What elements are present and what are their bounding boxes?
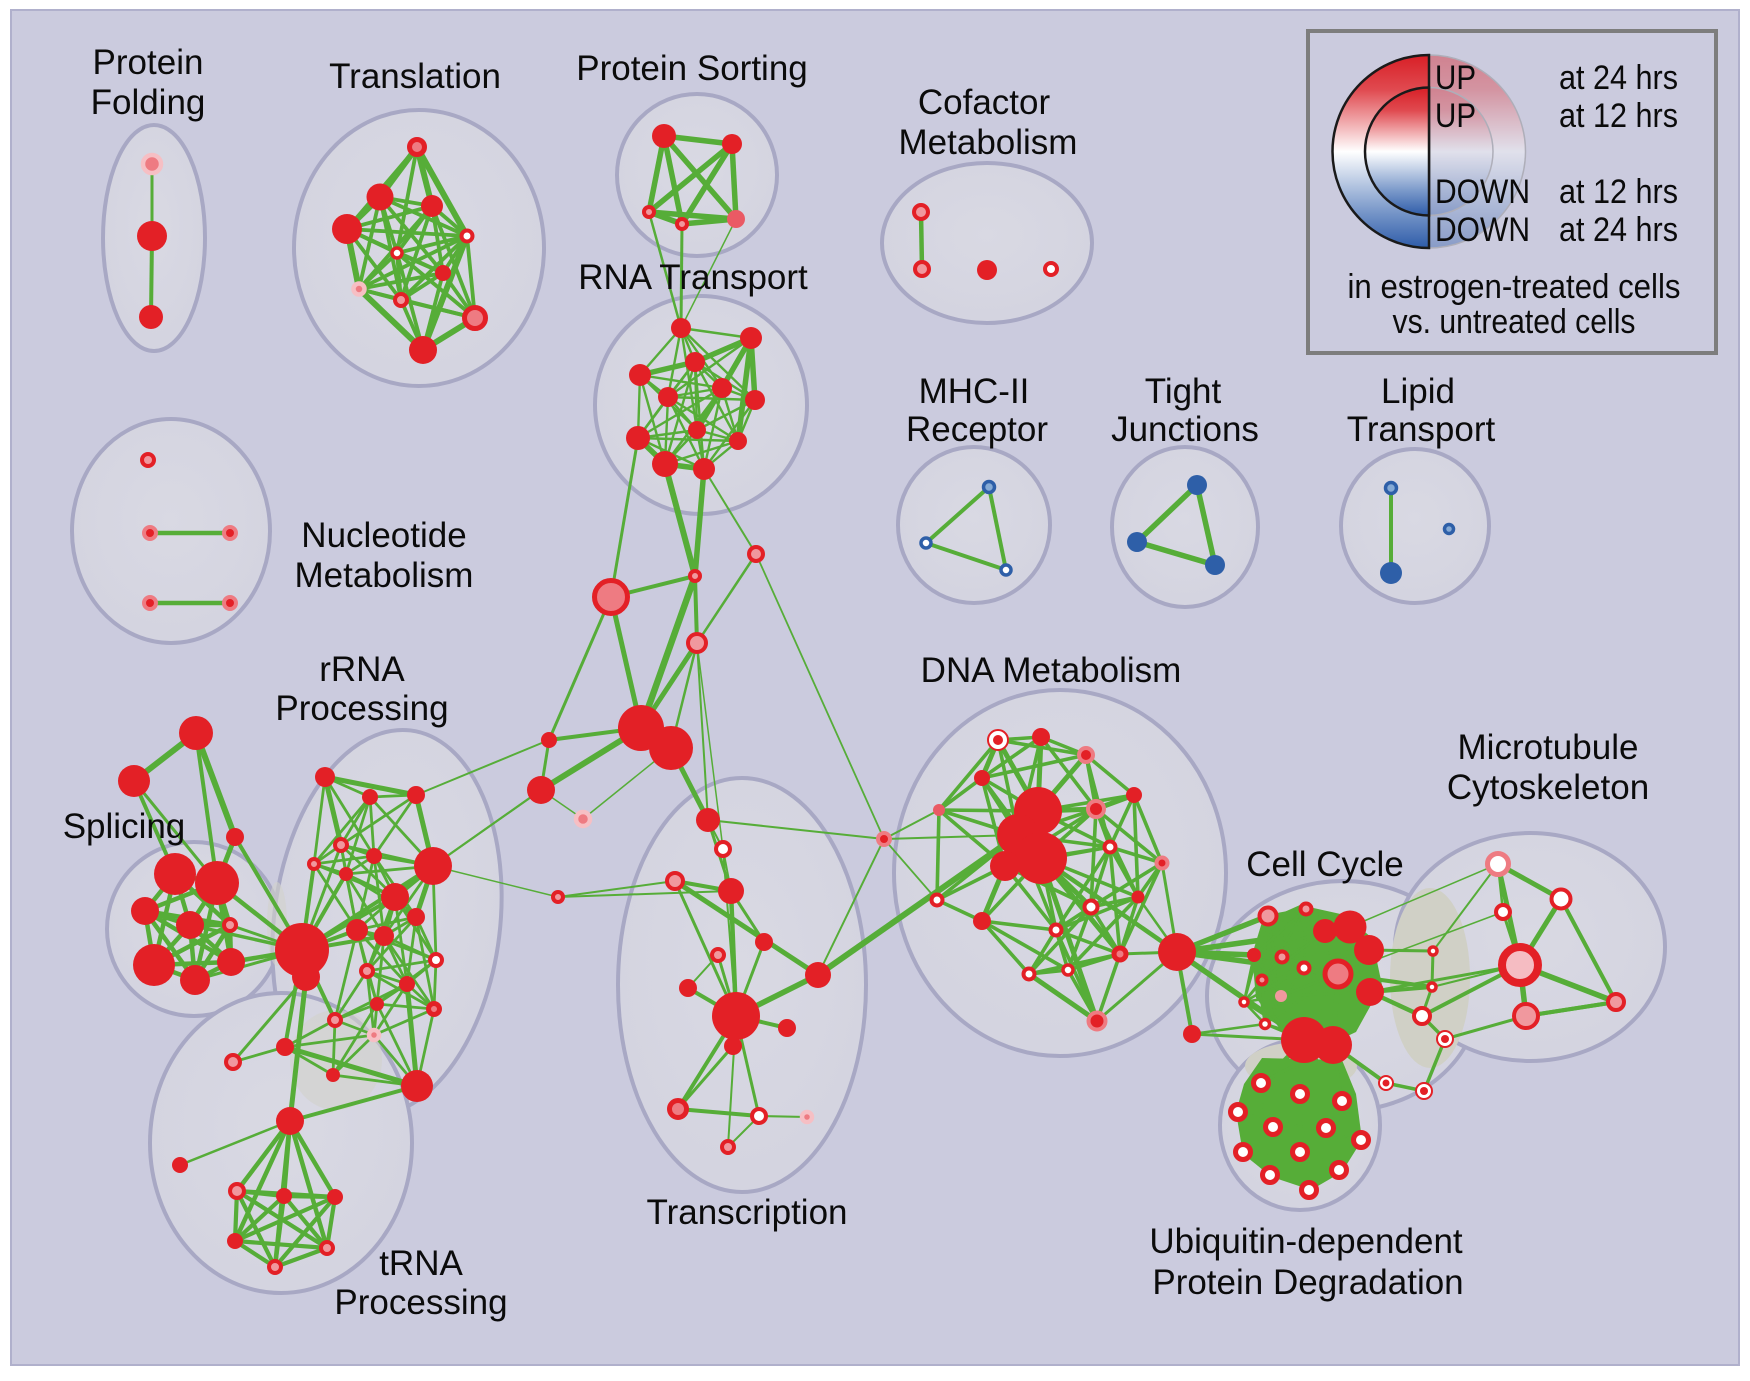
svg-text:Translation: Translation bbox=[329, 57, 501, 96]
svg-text:Protein Sorting: Protein Sorting bbox=[576, 49, 808, 88]
svg-text:at 24 hrs: at 24 hrs bbox=[1559, 59, 1678, 97]
svg-text:in estrogen-treated cells: in estrogen-treated cells bbox=[1348, 268, 1681, 306]
svg-text:DOWN: DOWN bbox=[1435, 173, 1530, 211]
svg-text:at 12 hrs: at 12 hrs bbox=[1559, 97, 1678, 135]
svg-text:Transcription: Transcription bbox=[647, 1193, 848, 1232]
svg-text:vs. untreated cells: vs. untreated cells bbox=[1393, 303, 1636, 341]
svg-text:DNA Metabolism: DNA Metabolism bbox=[921, 651, 1182, 690]
svg-text:Processing: Processing bbox=[275, 689, 448, 728]
svg-text:Metabolism: Metabolism bbox=[899, 123, 1078, 162]
svg-text:Folding: Folding bbox=[91, 83, 206, 122]
svg-text:UP: UP bbox=[1435, 59, 1476, 97]
svg-text:MHC-II: MHC-II bbox=[919, 372, 1030, 411]
svg-text:Cytoskeleton: Cytoskeleton bbox=[1447, 768, 1649, 807]
svg-text:Processing: Processing bbox=[334, 1283, 507, 1322]
svg-text:tRNA: tRNA bbox=[379, 1244, 463, 1283]
svg-text:RNA Transport: RNA Transport bbox=[578, 258, 808, 297]
svg-text:at 12 hrs: at 12 hrs bbox=[1559, 173, 1678, 211]
svg-text:Microtubule: Microtubule bbox=[1458, 728, 1639, 767]
svg-text:DOWN: DOWN bbox=[1435, 211, 1530, 249]
svg-text:Receptor: Receptor bbox=[906, 410, 1048, 449]
svg-text:Ubiquitin-dependent: Ubiquitin-dependent bbox=[1149, 1222, 1463, 1261]
svg-text:Junctions: Junctions bbox=[1111, 410, 1259, 449]
svg-text:Lipid: Lipid bbox=[1381, 372, 1455, 411]
svg-text:rRNA: rRNA bbox=[319, 650, 405, 689]
svg-text:Tight: Tight bbox=[1145, 372, 1222, 411]
svg-text:Splicing: Splicing bbox=[63, 807, 186, 846]
svg-text:Nucleotide: Nucleotide bbox=[301, 516, 466, 555]
svg-text:Cell Cycle: Cell Cycle bbox=[1246, 845, 1404, 884]
svg-text:at 24 hrs: at 24 hrs bbox=[1559, 211, 1678, 249]
svg-text:Metabolism: Metabolism bbox=[295, 556, 474, 595]
svg-text:UP: UP bbox=[1435, 97, 1476, 135]
svg-text:Transport: Transport bbox=[1347, 410, 1496, 449]
svg-text:Cofactor: Cofactor bbox=[918, 83, 1051, 122]
svg-text:Protein Degradation: Protein Degradation bbox=[1152, 1263, 1463, 1302]
svg-text:Protein: Protein bbox=[93, 43, 204, 82]
